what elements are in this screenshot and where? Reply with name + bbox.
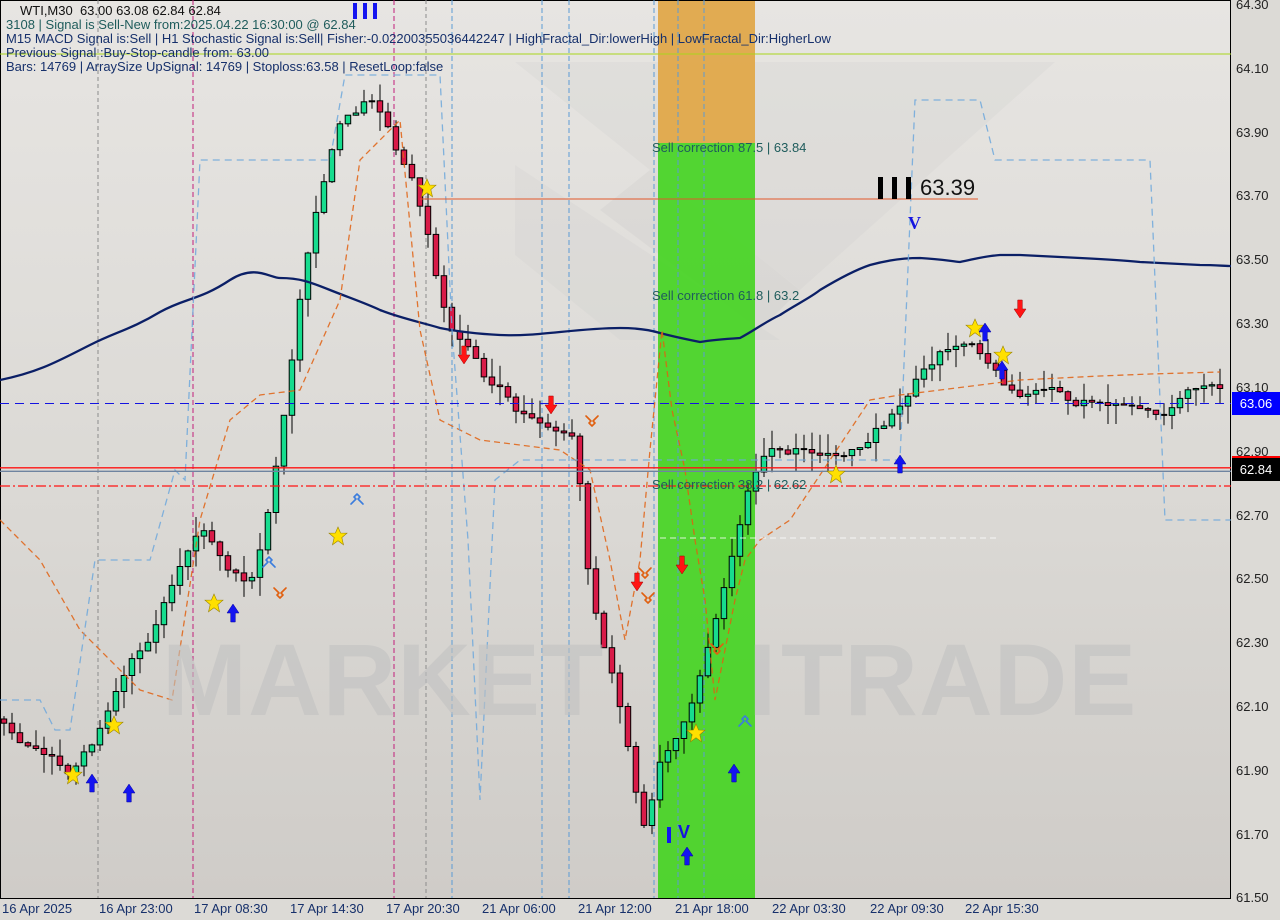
svg-text:I: I xyxy=(748,623,776,737)
svg-text:TRADE: TRADE xyxy=(781,623,1137,737)
svg-text:MARKET: MARKET xyxy=(162,623,604,737)
